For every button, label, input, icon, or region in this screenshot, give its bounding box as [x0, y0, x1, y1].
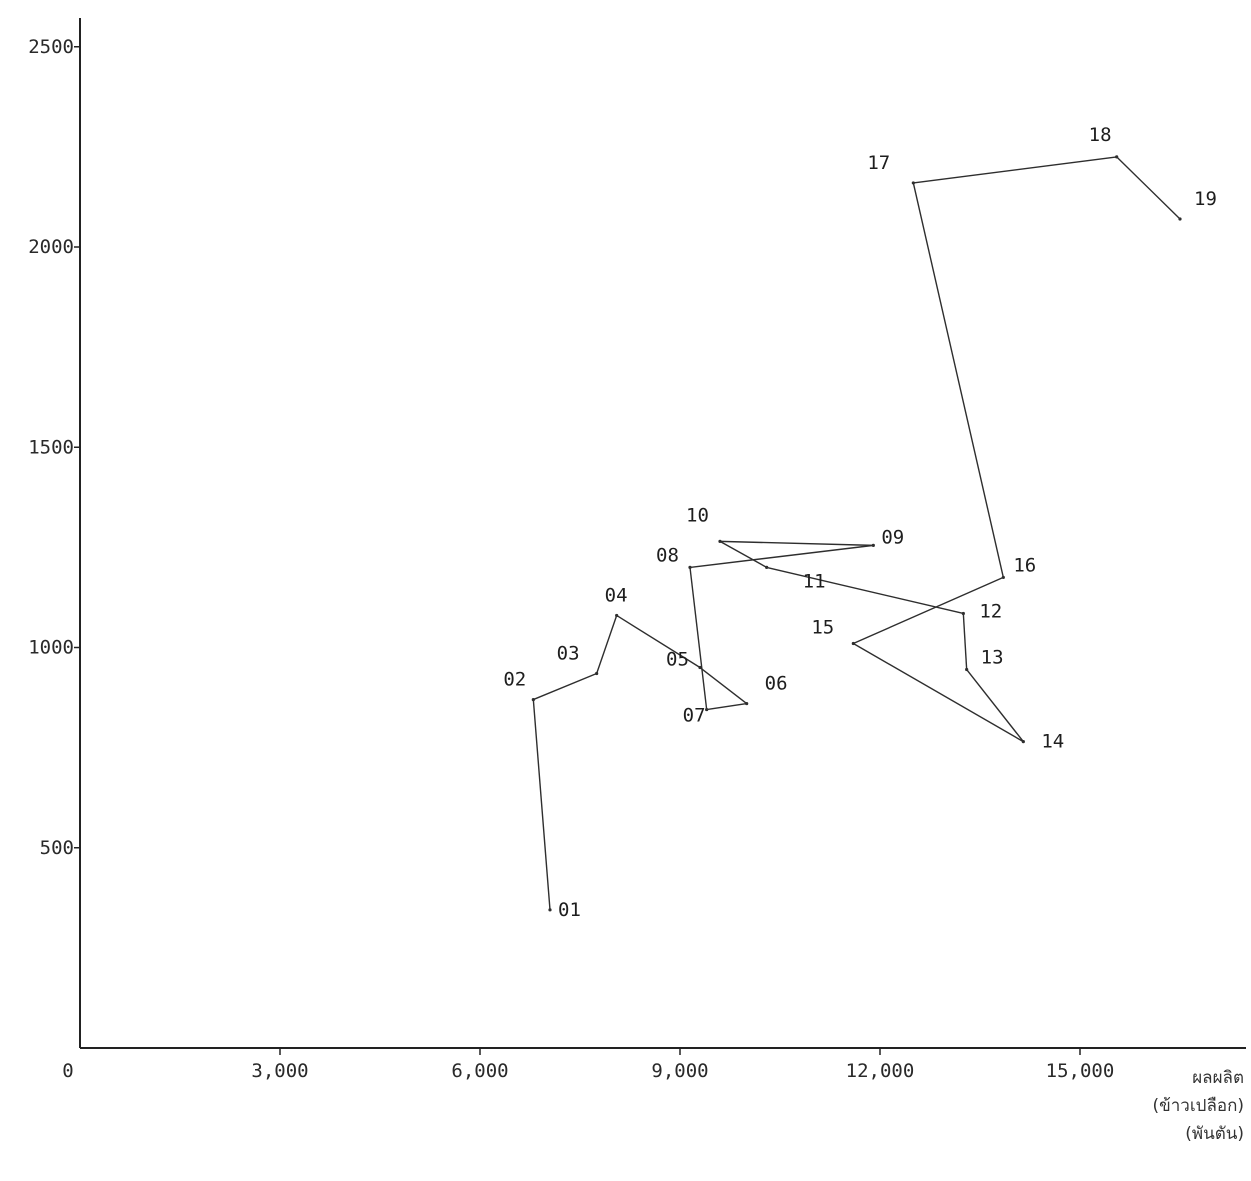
data-point-label: 13 — [981, 647, 1004, 669]
x-tick-label: 12,000 — [846, 1060, 915, 1082]
data-point-label: 18 — [1089, 124, 1112, 146]
x-tick-label: 9,000 — [651, 1060, 708, 1082]
series-segment — [852, 642, 1024, 743]
y-tick-label: 2500 — [28, 36, 74, 58]
series-points — [531, 155, 1182, 912]
x-tick-label: 15,000 — [1046, 1060, 1115, 1082]
series-segment — [699, 666, 748, 705]
data-point-label: 04 — [605, 584, 628, 606]
data-point-label: 10 — [686, 504, 709, 526]
data-point — [615, 613, 619, 618]
series-segment — [1116, 156, 1181, 220]
series-segment — [966, 669, 1024, 743]
data-point — [718, 539, 722, 543]
data-point — [1178, 217, 1182, 221]
data-point-label: 08 — [656, 544, 679, 566]
x-tick-label: 3,000 — [251, 1060, 308, 1082]
data-point — [1021, 740, 1025, 744]
data-point — [965, 667, 969, 672]
series-segment — [533, 672, 597, 701]
data-point-label: 14 — [1041, 731, 1064, 753]
data-point — [765, 565, 769, 570]
series-path-segments — [532, 156, 1181, 910]
series-segment — [853, 576, 1004, 645]
series-segment — [719, 540, 874, 547]
data-point-label: 15 — [811, 616, 834, 638]
x-tick-label: 6,000 — [451, 1060, 508, 1082]
data-point — [1115, 155, 1119, 159]
x-axis-title-line: (พันตัน) — [1185, 1124, 1244, 1144]
series-segment — [912, 182, 1005, 578]
data-point-label: 05 — [666, 649, 689, 671]
series-segment — [596, 615, 618, 674]
y-tick-label: 1000 — [28, 637, 74, 659]
series-segment — [689, 544, 874, 569]
data-point-label: 06 — [765, 673, 788, 695]
data-point-label: 19 — [1194, 188, 1217, 210]
x-axis-title-line: ผลผลิต — [1192, 1068, 1244, 1088]
data-point — [1001, 575, 1005, 580]
data-point-label: 07 — [683, 705, 706, 727]
data-point — [698, 665, 702, 670]
series-segment — [532, 699, 551, 910]
point-labels: 01 02 03 04 05 06 07 08 09 10 11 12 13 14 15 16 17 18 19 — [503, 124, 1217, 921]
data-point-label: 17 — [867, 152, 890, 174]
y-tick-label: 2000 — [28, 236, 74, 258]
x-axis-title: ผลผลิต (ข้าวเปลือก) (พันตัน) — [1153, 1068, 1245, 1144]
data-point — [961, 611, 965, 616]
data-point-label: 12 — [979, 600, 1002, 622]
data-point-label: 11 — [803, 570, 826, 592]
x-axis-ticks: 0 3,000 6,000 9,000 12,000 15,000 — [62, 1048, 1114, 1082]
data-point-label: 01 — [558, 899, 581, 921]
data-point — [851, 641, 855, 646]
series-segment — [962, 613, 968, 670]
data-point — [911, 181, 915, 185]
y-tick-label: 1500 — [28, 436, 74, 458]
data-point-label: 03 — [557, 643, 580, 665]
series-segment — [689, 567, 708, 710]
series-segment — [706, 702, 747, 711]
data-point-label: 09 — [881, 526, 904, 548]
series-segment — [913, 156, 1117, 184]
y-axis-ticks: 500 1000 1500 2000 2500 — [28, 36, 80, 859]
series-segment — [766, 566, 964, 615]
series-segment — [616, 614, 701, 669]
data-point — [871, 543, 875, 547]
data-point-label: 02 — [503, 669, 526, 691]
data-point — [595, 671, 599, 676]
y-tick-label: 500 — [40, 837, 74, 859]
data-point — [531, 697, 535, 702]
data-point — [705, 707, 709, 712]
data-point — [688, 565, 692, 570]
data-point-label: 16 — [1013, 554, 1036, 576]
series-segment — [719, 540, 768, 569]
x-tick-label: 0 — [62, 1060, 73, 1082]
x-axis-title-line: (ข้าวเปลือก) — [1153, 1096, 1245, 1116]
data-point — [548, 908, 552, 912]
data-point — [745, 701, 749, 706]
